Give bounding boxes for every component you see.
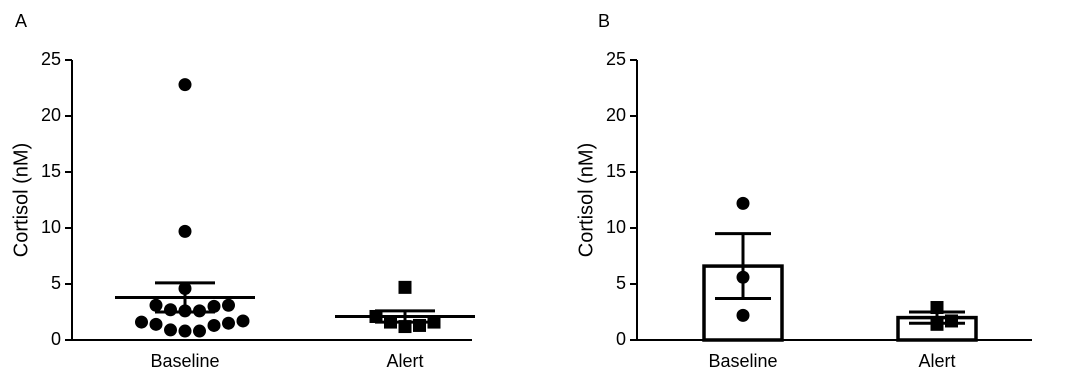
x-tick-label: Alert [386, 351, 423, 371]
data-point [207, 318, 221, 332]
data-point [193, 324, 206, 338]
panel-label: B [598, 11, 610, 31]
data-point [398, 320, 412, 334]
data-point [178, 281, 192, 295]
data-point [736, 308, 750, 322]
data-point [149, 298, 163, 312]
data-point [736, 270, 750, 284]
y-tick-label: 25 [41, 49, 61, 69]
panel-label: A [15, 11, 27, 31]
y-tick-label: 10 [41, 217, 61, 237]
data-point [384, 315, 397, 329]
y-tick-label: 5 [51, 273, 61, 293]
x-tick-label: Baseline [708, 351, 777, 371]
y-axis-label: Cortisol (nM) [575, 143, 597, 257]
data-point [222, 316, 235, 330]
data-point [236, 314, 250, 328]
data-point [207, 299, 221, 313]
data-point [930, 301, 944, 315]
data-point [930, 317, 944, 331]
data-point [427, 315, 441, 329]
data-point [178, 78, 192, 92]
y-tick-label: 15 [41, 161, 61, 181]
data-point [736, 196, 750, 210]
x-tick-label: Alert [918, 351, 955, 371]
data-point [135, 315, 148, 329]
data-point [149, 317, 163, 331]
y-tick-label: 15 [606, 161, 626, 181]
y-tick-label: 25 [606, 49, 626, 69]
y-tick-label: 10 [606, 217, 626, 237]
y-tick-label: 20 [606, 105, 626, 125]
data-point [178, 224, 192, 238]
y-tick-label: 0 [51, 329, 61, 349]
data-point [193, 304, 206, 318]
x-tick-label: Baseline [150, 351, 219, 371]
y-axis-label: Cortisol (nM) [10, 143, 32, 257]
data-point [178, 324, 192, 338]
data-point [164, 323, 177, 337]
y-tick-label: 5 [616, 273, 626, 293]
data-point [164, 303, 177, 317]
data-point [398, 280, 412, 294]
data-point [178, 304, 192, 318]
data-point [413, 318, 426, 332]
y-tick-label: 0 [616, 329, 626, 349]
data-point [945, 314, 958, 328]
data-point [369, 309, 383, 323]
data-point [222, 298, 235, 312]
y-tick-label: 20 [41, 105, 61, 125]
